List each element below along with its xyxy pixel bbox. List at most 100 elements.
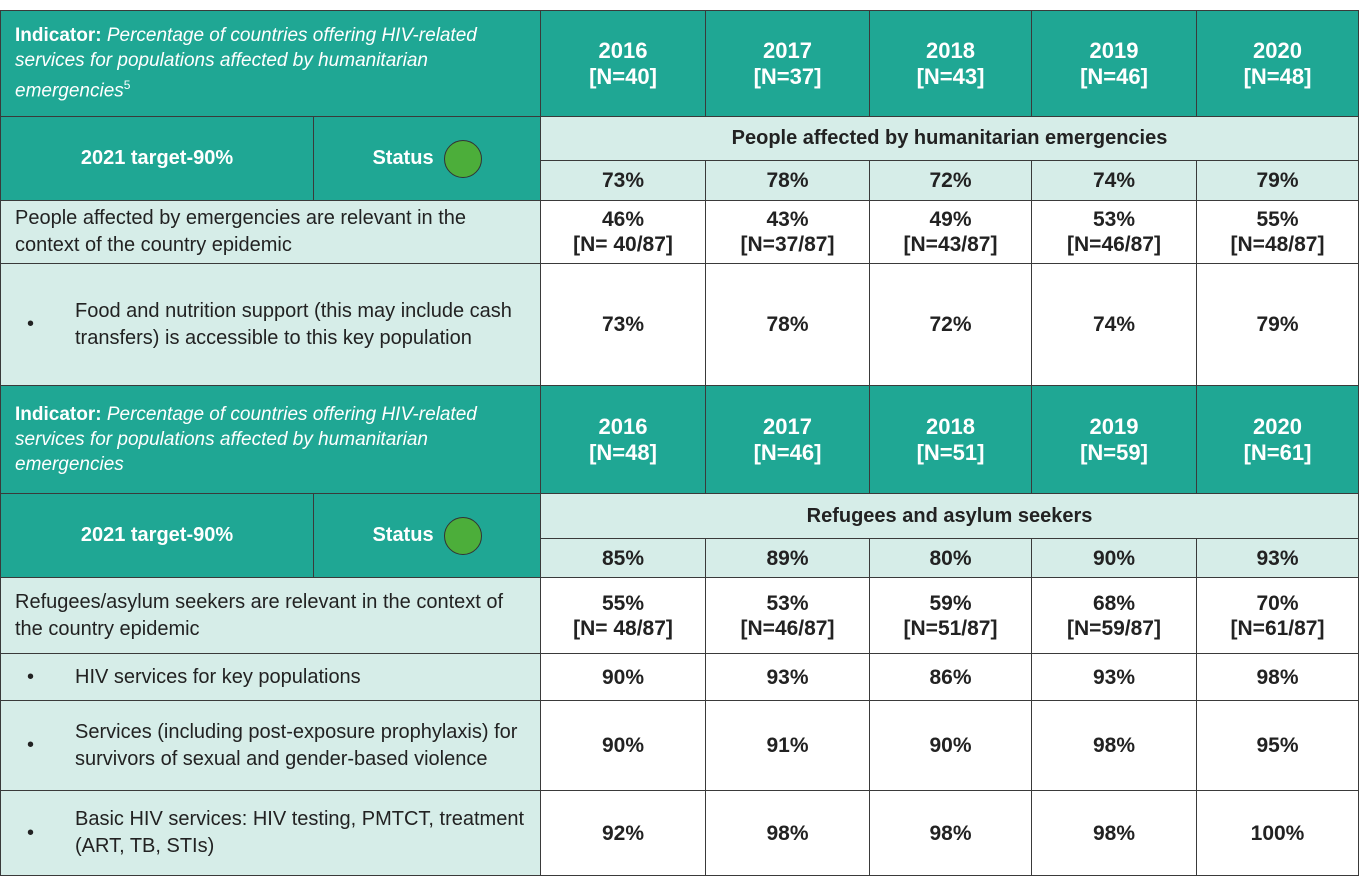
row-label-cell: • HIV services for key populations [0,653,541,701]
value-block: 68% [N=59/87] [1067,591,1161,641]
year-n: [N=40] [589,63,657,89]
value-cell: 46% [N= 40/87] [540,200,706,264]
value-n: [N=43/87] [903,233,998,256]
value-n: [N=46/87] [1067,233,1161,256]
value-n: [N=46/87] [740,616,835,640]
value-cell: 86% [869,653,1032,701]
population: Refugees and asylum seekers [806,504,1093,527]
value: 78% [766,313,809,336]
bullet: • [27,734,35,756]
year: 2019 [1089,413,1139,439]
overall-cell: 89% [705,538,870,578]
bullet: • [27,665,35,688]
value-block: 78% [766,312,808,337]
overall-value: 78% [766,169,809,192]
overall-value: 74% [1092,169,1136,192]
year-n: [N=43] [916,63,985,89]
value-block: 95% [1256,733,1298,758]
value-cell: 95% [1196,700,1359,791]
overall-value: 72% [929,169,972,192]
value: 68% [1092,591,1136,615]
row-label: Refugees/asylum seekers are relevant in … [15,590,504,640]
year-cell: 2020 [N=48] [1196,10,1359,117]
year: 2016 [598,413,648,439]
year-block: 2017 [N=37] [754,38,822,90]
value-block: 53% [N=46/87] [1067,207,1161,257]
year-n: [N=46] [753,439,822,465]
status: Status [372,524,434,546]
year: 2018 [926,37,975,63]
year-n: [N=48] [1243,63,1312,89]
bullet: • [27,313,35,335]
value-cell: 91% [705,700,870,791]
value-cell: 70% [N=61/87] [1196,577,1359,654]
target-cell: 2021 target-90% [0,493,314,578]
overall-cell: 79% [1196,160,1359,201]
value: 90% [601,734,645,757]
value: 53% [1092,208,1136,231]
year: 2016 [598,37,648,63]
footnote: 5 [123,78,131,93]
row-label-cell: • Food and nutrition support (this may in… [0,263,541,386]
value: 93% [766,665,809,689]
value-block: 90% [602,665,644,690]
year-cell: 2017 [N=37] [705,10,870,117]
overall-value: 80% [929,546,972,570]
year: 2020 [1253,413,1302,439]
year-block: 2019 [N=46] [1080,38,1148,90]
row-label-cell: Refugees/asylum seekers are relevant in … [0,577,541,654]
year-cell: 2016 [N=48] [540,385,706,494]
value-cell: 68% [N=59/87] [1031,577,1197,654]
value-cell: 98% [869,790,1032,876]
overall-value: 89% [766,546,809,570]
value: 98% [929,821,972,845]
value: 46% [601,208,645,231]
value-cell: 59% [N=51/87] [869,577,1032,654]
value: 49% [929,208,972,231]
overall-value: 85% [601,546,645,570]
value-block: 73% [602,312,644,337]
value-cell: 72% [869,263,1032,386]
status-indicator [443,139,482,178]
year-n: [N=61] [1243,439,1312,465]
value-block: 98% [1093,733,1135,758]
value: 90% [601,665,645,689]
value-block: 91% [766,733,808,758]
value: 92% [601,821,645,845]
indicator-cell: Indicator: Percentage of countries offer… [0,10,541,117]
year-n: [N=48] [589,439,657,465]
value-n: [N=48/87] [1230,233,1325,256]
value-cell: 74% [1031,263,1197,386]
value: 93% [1092,665,1136,689]
value-block: 92% [602,821,644,846]
year: 2019 [1089,37,1139,63]
value: 91% [766,734,809,757]
value: 72% [929,313,972,336]
value-block: 93% [1093,665,1135,690]
year-n: [N=46] [1080,63,1148,89]
value-block: 70% [N=61/87] [1231,591,1325,641]
value-cell: 53% [N=46/87] [1031,200,1197,264]
population: People affected by humanitarian emergenc… [731,127,1168,149]
value: 59% [929,591,972,615]
year-cell: 2018 [N=43] [869,10,1032,117]
target: 2021 target-90% [80,524,234,546]
overall-cell: 78% [705,160,870,201]
value: 70% [1256,591,1299,615]
value: 98% [1092,821,1136,845]
value: 74% [1092,313,1136,336]
value-block: 98% [929,821,971,846]
overall-cell: 93% [1196,538,1359,578]
overall-cell: 90% [1031,538,1197,578]
value-cell: 49% [N=43/87] [869,200,1032,264]
status-indicator [443,516,482,555]
value-block: 100% [1251,821,1305,846]
value-cell: 93% [705,653,870,701]
overall-value: 73% [601,169,645,192]
overall-value: 93% [1256,546,1299,570]
year-block: 2016 [N=48] [589,414,657,466]
value-block: 59% [N=51/87] [904,591,998,641]
indicator-text: Percentage of countries offering HIV-rel… [15,25,477,102]
indicator-text: Percentage of countries offering HIV-rel… [15,404,477,475]
value-cell: 98% [1196,653,1359,701]
